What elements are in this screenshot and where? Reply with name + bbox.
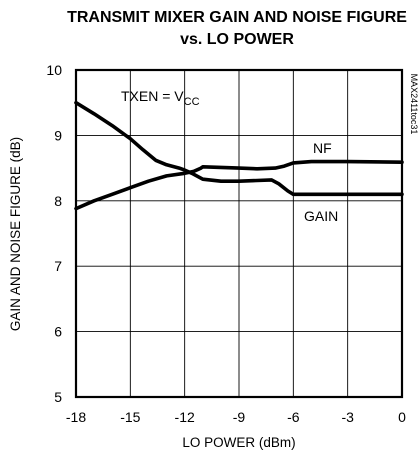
- series-layer: [74, 100, 404, 211]
- y-tick-label: 10: [46, 62, 62, 78]
- chart-title-line-1: TRANSMIT MIXER GAIN AND NOISE FIGURE: [67, 9, 407, 26]
- condition-label-main: TXEN = V: [121, 88, 184, 104]
- y-tick-label: 6: [54, 324, 62, 340]
- x-tick-label: -9: [233, 409, 246, 425]
- condition-label-subscript: CC: [184, 96, 200, 108]
- y-tick-label: 9: [54, 127, 62, 143]
- series-line-gain: [74, 100, 404, 197]
- x-tick-label: 0: [398, 409, 406, 425]
- x-tick-label: -3: [341, 409, 354, 425]
- y-tick-label: 7: [54, 258, 62, 274]
- x-tick-label: -6: [287, 409, 300, 425]
- x-tick-label: -12: [175, 409, 195, 425]
- series-label-nf: NF: [313, 140, 332, 156]
- x-tick-labels: -18 -15 -12 -9 -6 -3 0: [66, 409, 406, 425]
- x-tick-label: -18: [66, 409, 86, 425]
- y-tick-label: 5: [54, 389, 62, 405]
- series-line-nf: [74, 159, 404, 211]
- condition-label: TXEN = VCC: [121, 88, 200, 108]
- chart-title-line-2: vs. LO POWER: [180, 31, 294, 48]
- x-tick-label: -15: [120, 409, 140, 425]
- part-code: MAX2411toc31: [409, 74, 418, 135]
- y-tick-label: 8: [54, 193, 62, 209]
- y-tick-labels: 5 6 7 8 9 10: [46, 62, 62, 405]
- y-axis-label: GAIN AND NOISE FIGURE (dB): [8, 137, 23, 331]
- x-axis-label: LO POWER (dBm): [182, 435, 295, 450]
- series-label-gain: GAIN: [304, 208, 338, 224]
- grid: [76, 70, 402, 397]
- plot-frame: [74, 68, 404, 399]
